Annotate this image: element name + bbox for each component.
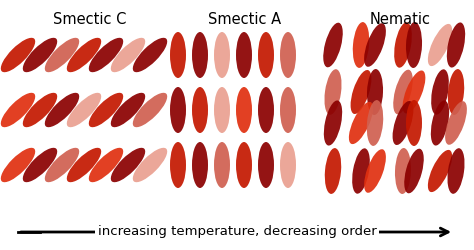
- Ellipse shape: [236, 142, 252, 188]
- Ellipse shape: [23, 93, 57, 127]
- Ellipse shape: [351, 70, 372, 114]
- Ellipse shape: [431, 100, 449, 146]
- Ellipse shape: [402, 70, 425, 114]
- Ellipse shape: [395, 148, 411, 194]
- Text: Smectic A: Smectic A: [209, 12, 282, 27]
- Ellipse shape: [392, 101, 413, 145]
- Ellipse shape: [324, 100, 342, 146]
- Ellipse shape: [192, 87, 208, 133]
- Ellipse shape: [236, 32, 252, 78]
- Ellipse shape: [367, 69, 383, 115]
- Ellipse shape: [406, 22, 422, 68]
- Ellipse shape: [133, 38, 167, 72]
- Ellipse shape: [353, 22, 369, 68]
- Ellipse shape: [192, 142, 208, 188]
- Ellipse shape: [1, 38, 35, 72]
- Ellipse shape: [431, 69, 449, 115]
- Ellipse shape: [406, 100, 422, 146]
- Ellipse shape: [258, 87, 274, 133]
- Ellipse shape: [67, 93, 101, 127]
- Ellipse shape: [325, 148, 341, 194]
- Ellipse shape: [364, 23, 386, 67]
- Ellipse shape: [214, 32, 230, 78]
- Ellipse shape: [1, 93, 35, 127]
- Ellipse shape: [447, 22, 465, 68]
- Ellipse shape: [280, 87, 296, 133]
- Ellipse shape: [404, 149, 424, 193]
- Ellipse shape: [280, 142, 296, 188]
- Ellipse shape: [280, 32, 296, 78]
- Ellipse shape: [133, 93, 167, 127]
- Ellipse shape: [170, 87, 186, 133]
- Ellipse shape: [349, 102, 373, 144]
- Ellipse shape: [428, 150, 452, 192]
- Ellipse shape: [67, 148, 101, 182]
- Ellipse shape: [323, 23, 343, 67]
- Ellipse shape: [367, 100, 383, 146]
- Ellipse shape: [89, 148, 123, 182]
- Ellipse shape: [394, 22, 412, 68]
- Ellipse shape: [23, 38, 57, 72]
- Text: Nematic: Nematic: [370, 12, 430, 27]
- Ellipse shape: [192, 32, 208, 78]
- Ellipse shape: [111, 148, 145, 182]
- Ellipse shape: [448, 69, 464, 115]
- Ellipse shape: [428, 24, 452, 66]
- Ellipse shape: [445, 101, 467, 145]
- Ellipse shape: [214, 142, 230, 188]
- Ellipse shape: [352, 148, 370, 194]
- Ellipse shape: [111, 93, 145, 127]
- Ellipse shape: [170, 32, 186, 78]
- Ellipse shape: [45, 93, 79, 127]
- Ellipse shape: [170, 142, 186, 188]
- Ellipse shape: [214, 87, 230, 133]
- Ellipse shape: [133, 148, 167, 182]
- Ellipse shape: [325, 69, 342, 115]
- Ellipse shape: [67, 38, 101, 72]
- Ellipse shape: [447, 148, 465, 194]
- Ellipse shape: [393, 70, 413, 114]
- Ellipse shape: [1, 148, 35, 182]
- Ellipse shape: [258, 32, 274, 78]
- Ellipse shape: [23, 148, 57, 182]
- Ellipse shape: [89, 93, 123, 127]
- Ellipse shape: [89, 38, 123, 72]
- Ellipse shape: [236, 87, 252, 133]
- Ellipse shape: [45, 148, 79, 182]
- Text: Smectic C: Smectic C: [53, 12, 127, 27]
- Text: increasing temperature, decreasing order: increasing temperature, decreasing order: [98, 226, 376, 238]
- Ellipse shape: [258, 142, 274, 188]
- Ellipse shape: [111, 38, 145, 72]
- Ellipse shape: [45, 38, 79, 72]
- Ellipse shape: [364, 149, 386, 193]
